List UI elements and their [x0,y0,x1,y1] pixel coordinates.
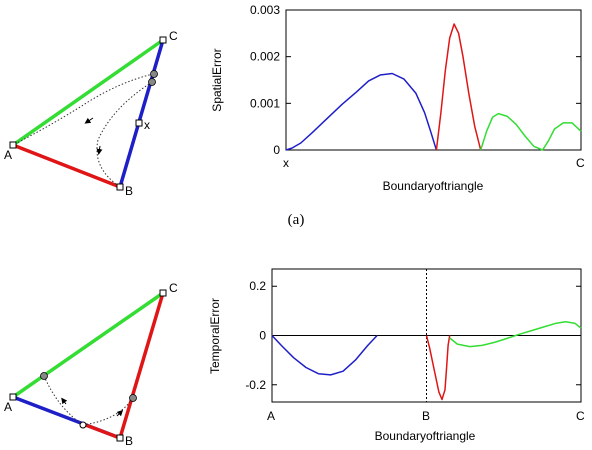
x-tick-label-end: C [576,156,585,170]
arrow-marker-1 [84,117,94,124]
dotted-path-to-a [12,73,154,146]
series-group [271,320,582,401]
point-x-label: x [144,118,150,132]
edge-a-c [12,291,164,399]
plot-frame [285,9,582,151]
x-axis-title: Boundaryoftriangle [383,179,484,193]
y-tick-label: 0.003 [250,3,280,17]
open-dot-bottom [79,421,87,429]
edge-a-c [11,38,165,147]
series-line-1 [271,334,378,376]
y-axis-title: TemporalError [208,298,222,374]
y-tick-label: 0.002 [250,50,280,64]
vertex-b-label: B [125,434,133,448]
vertex-a-marker [9,141,17,149]
dotted-path-right [82,397,134,426]
arrow-marker-3 [61,397,68,405]
edge-b-c [118,292,165,439]
vertex-c-label: C [169,29,178,43]
series-line-1 [285,72,438,151]
point-x-marker [135,119,143,127]
grey-dot-left [40,372,48,380]
arrow-marker-4 [116,409,124,417]
y-axis-title: SpatialError [210,48,224,111]
x-axis-title: Boundaryoftriangle [375,429,476,443]
x-tick-label-start: x [283,156,289,170]
x-tick-label-c: C [576,409,585,423]
series-line-3 [479,112,582,151]
x-tick-label-b: B [422,409,430,423]
y-tick-label: 0.001 [250,96,280,110]
vertex-a-label: A [4,400,12,414]
temporal-error-chart: 0.2 0 -0.2 A B C Boundaryoftriangle Tempor… [208,268,585,443]
arrow-marker-2 [96,145,103,155]
y-tick-label: 0 [259,329,266,343]
series-line-3 [449,320,582,348]
triangle-diagram-bottom: A B C [4,281,178,448]
edge-b-c [118,39,165,188]
series-group [285,23,582,151]
vertex-a-marker [9,393,17,401]
y-tick-group: 0.2 0 -0.2 [245,269,581,402]
triangle-diagram-top: A B C x [4,29,178,198]
figure-caption: (a) [288,212,305,228]
vertex-c-marker [159,36,167,44]
series-line-2 [425,335,451,401]
vertex-c-marker [159,289,167,297]
vertex-b-marker [116,183,124,191]
y-tick-label: 0 [273,143,280,157]
edge-a-b-red-end [82,422,121,440]
y-tick-label: 0.2 [249,279,266,293]
grey-dot-right [129,394,137,402]
series-line-2 [435,23,482,151]
vertex-b-label: B [125,184,133,198]
dotted-path-left [43,375,84,426]
y-tick-group: 0.003 0.002 0.001 0 [250,3,581,157]
grey-dot-1 [150,70,158,78]
dotted-path-to-b [96,81,153,188]
vertex-a-label: A [4,148,12,162]
edge-a-b [12,143,121,189]
grey-dot-2 [148,78,156,86]
y-tick-label: -0.2 [245,378,266,392]
x-tick-label-a: A [267,409,275,423]
vertex-b-marker [116,434,124,442]
vertex-c-label: C [169,281,178,295]
